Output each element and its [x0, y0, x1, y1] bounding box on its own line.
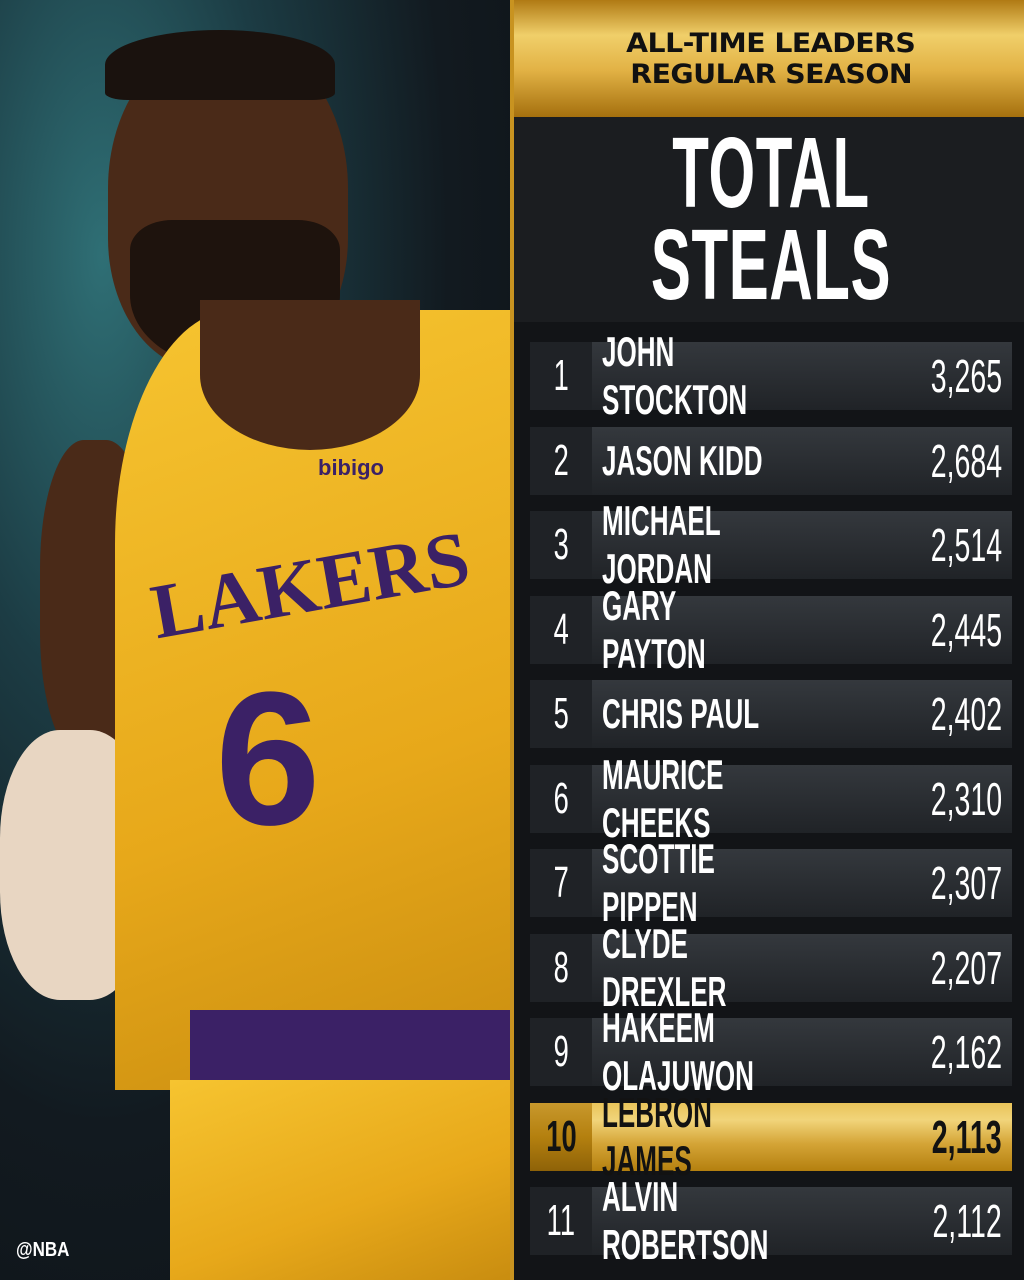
player-name: JOHN STOCKTON — [602, 328, 748, 423]
player-neck — [200, 300, 420, 450]
steals-value: 2,112 — [932, 1195, 1002, 1247]
player-cell: JOHN STOCKTON 3,265 — [592, 328, 1012, 423]
player-name: CLYDE DREXLER — [602, 919, 727, 1015]
player-name: MICHAEL JORDAN — [602, 497, 721, 592]
player-cell: JASON KIDD 2,684 — [592, 426, 1012, 495]
rank: 9 — [553, 1027, 569, 1076]
player-name: MAURICE CHEEKS — [602, 750, 724, 846]
steals-value: 2,684 — [930, 434, 1002, 487]
player-cell: MAURICE CHEEKS 2,310 — [592, 751, 1012, 846]
leader-row: 7 SCOTTIE PIPPEN 2,307 — [530, 835, 1012, 930]
rank-cell: 3 — [530, 511, 592, 579]
leader-row: 2 JASON KIDD 2,684 — [530, 426, 1012, 495]
player-name: SCOTTIE PIPPEN — [602, 835, 715, 930]
player-cell: CLYDE DREXLER 2,207 — [592, 920, 1012, 1015]
rank: 7 — [553, 858, 569, 907]
leader-row: 6 MAURICE CHEEKS 2,310 — [530, 751, 1012, 846]
rank: 2 — [553, 435, 569, 485]
rank: 4 — [553, 604, 569, 654]
leader-row: 4 GARY PAYTON 2,445 — [530, 582, 1012, 677]
steals-value: 2,445 — [930, 603, 1002, 656]
rank: 11 — [546, 1196, 576, 1245]
player-name: LEBRON JAMES — [602, 1088, 712, 1184]
leader-row: 1 JOHN STOCKTON 3,265 — [530, 328, 1012, 423]
rank-cell: 10 — [530, 1102, 592, 1171]
player-cell: SCOTTIE PIPPEN 2,307 — [592, 835, 1012, 930]
leader-row: 8 CLYDE DREXLER 2,207 — [530, 920, 1012, 1015]
rank: 10 — [545, 1111, 577, 1161]
waistband — [190, 1010, 510, 1090]
rank-cell: 6 — [530, 764, 592, 833]
steals-value: 2,307 — [930, 857, 1002, 909]
leader-row: 10 LEBRON JAMES 2,113 — [530, 1089, 1012, 1184]
rank-cell: 11 — [530, 1187, 592, 1255]
steals-value: 2,113 — [932, 1110, 1002, 1163]
steals-value: 2,402 — [930, 688, 1002, 740]
player-cell: LEBRON JAMES 2,113 — [592, 1089, 1012, 1184]
header-banner: ALL-TIME LEADERS REGULAR SEASON — [514, 0, 1024, 117]
leader-row: 11 ALVIN ROBERTSON 2,112 — [530, 1173, 1012, 1268]
player-photo: LAKERS 6 bibigo @NBA — [0, 0, 510, 1280]
steals-value: 2,207 — [930, 941, 1002, 994]
header-line-2: REGULAR SEASON — [630, 58, 912, 90]
jersey-number: 6 — [215, 653, 321, 865]
steals-value: 3,265 — [930, 350, 1002, 402]
leader-row: 3 MICHAEL JORDAN 2,514 — [530, 497, 1012, 592]
player-name: JASON KIDD — [602, 436, 763, 484]
leader-row: 9 HAKEEM OLAJUWON 2,162 — [530, 1004, 1012, 1099]
header-line-1: ALL-TIME LEADERS — [626, 27, 916, 59]
player-cell: MICHAEL JORDAN 2,514 — [592, 497, 1012, 592]
title-line-1: TOTAL — [672, 117, 870, 229]
rank-cell: 7 — [530, 849, 592, 917]
player-name: CHRIS PAUL — [602, 690, 760, 737]
player-cell: GARY PAYTON 2,445 — [592, 582, 1012, 677]
rank: 8 — [553, 942, 569, 992]
rank-cell: 8 — [530, 933, 592, 1002]
rank-cell: 9 — [530, 1018, 592, 1086]
player-cell: HAKEEM OLAJUWON 2,162 — [592, 1004, 1012, 1099]
rank: 3 — [553, 520, 569, 569]
player-name: ALVIN ROBERTSON — [602, 1173, 769, 1268]
nba-watermark: @NBA — [16, 1239, 70, 1261]
player-name: HAKEEM OLAJUWON — [602, 1004, 754, 1099]
sponsor-logo: bibigo — [318, 455, 384, 480]
rank: 5 — [553, 689, 569, 738]
rank: 6 — [553, 773, 569, 823]
player-cell: CHRIS PAUL 2,402 — [592, 680, 1012, 748]
rank-cell: 5 — [530, 680, 592, 748]
leaders-panel: ALL-TIME LEADERS REGULAR SEASON TOTAL ST… — [510, 0, 1024, 1280]
player-name: GARY PAYTON — [602, 581, 706, 677]
rank-cell: 1 — [530, 342, 592, 410]
leader-row: 5 CHRIS PAUL 2,402 — [530, 680, 1012, 748]
rank: 1 — [553, 351, 569, 400]
steals-value: 2,514 — [930, 519, 1002, 571]
rank-cell: 4 — [530, 595, 592, 664]
steals-value: 2,310 — [930, 772, 1002, 825]
rank-cell: 2 — [530, 426, 592, 495]
shorts — [170, 1080, 510, 1280]
title-line-2: STEALS — [650, 209, 892, 321]
player-cell: ALVIN ROBERTSON 2,112 — [592, 1173, 1012, 1268]
player-hair — [105, 30, 335, 100]
steals-value: 2,162 — [930, 1026, 1002, 1078]
stat-title: TOTAL STEALS — [514, 117, 1024, 322]
